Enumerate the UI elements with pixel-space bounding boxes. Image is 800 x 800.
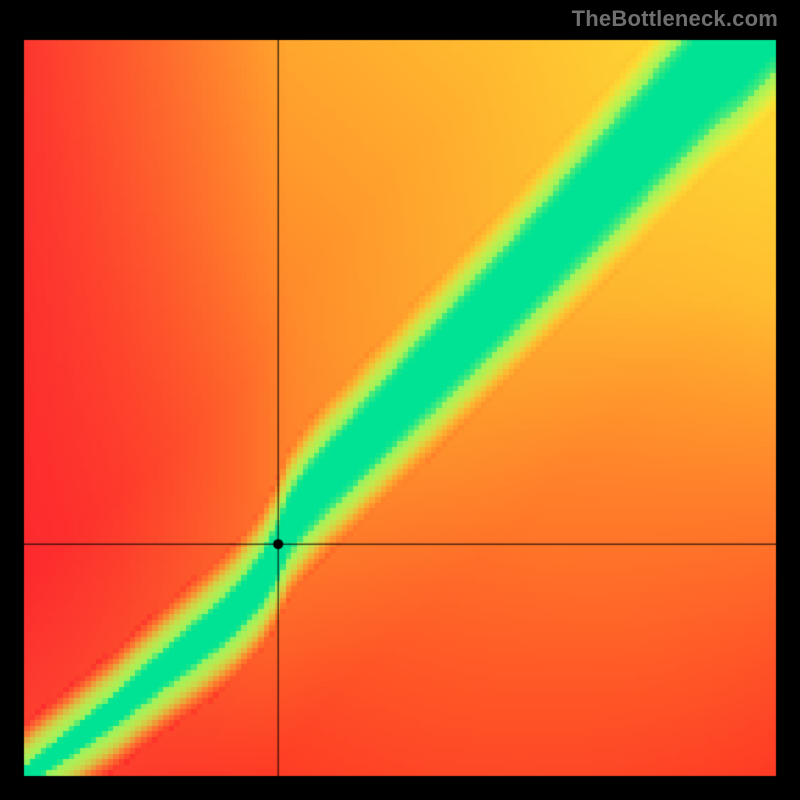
- watermark-text: TheBottleneck.com: [572, 6, 778, 32]
- chart-container: TheBottleneck.com: [0, 0, 800, 800]
- bottleneck-heatmap: [0, 0, 800, 800]
